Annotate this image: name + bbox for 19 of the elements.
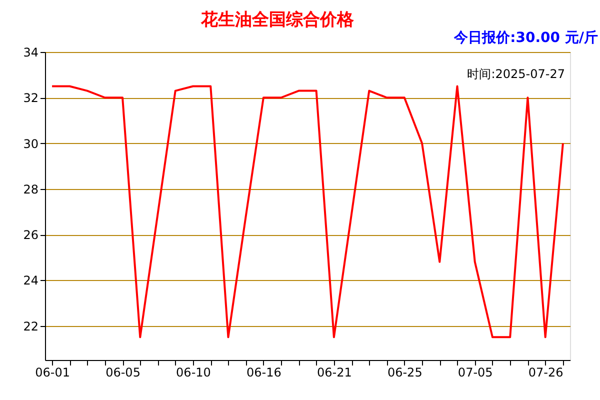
y-tick-label: 24: [23, 274, 38, 288]
x-tick-label: 06-25: [387, 366, 422, 380]
x-tick-label: 07-05: [458, 366, 493, 380]
y-tick-label: 34: [23, 46, 38, 60]
y-tick-label: 30: [23, 136, 38, 151]
x-tick-label: 06-16: [246, 366, 282, 380]
line-series: [51, 85, 564, 338]
x-tick-label: 06-05: [106, 366, 140, 380]
x-tick-label: 06-01: [35, 366, 70, 380]
y-tick-label: 28: [23, 182, 38, 196]
x-tick-label: 06-10: [176, 366, 211, 380]
y-tick-label: 32: [23, 91, 38, 106]
annotation: 时间:2025-07-27: [467, 67, 565, 81]
x-tick-label: 06-21: [316, 366, 352, 380]
chart-subtitle: 今日报价:30.00 元/斤: [453, 29, 598, 46]
chart-title: 花生油全国综合价格: [200, 10, 355, 30]
y-tick-label: 26: [23, 228, 38, 242]
x-tick-label: 07-26: [528, 366, 564, 380]
y-tick-label: 22: [23, 319, 38, 334]
